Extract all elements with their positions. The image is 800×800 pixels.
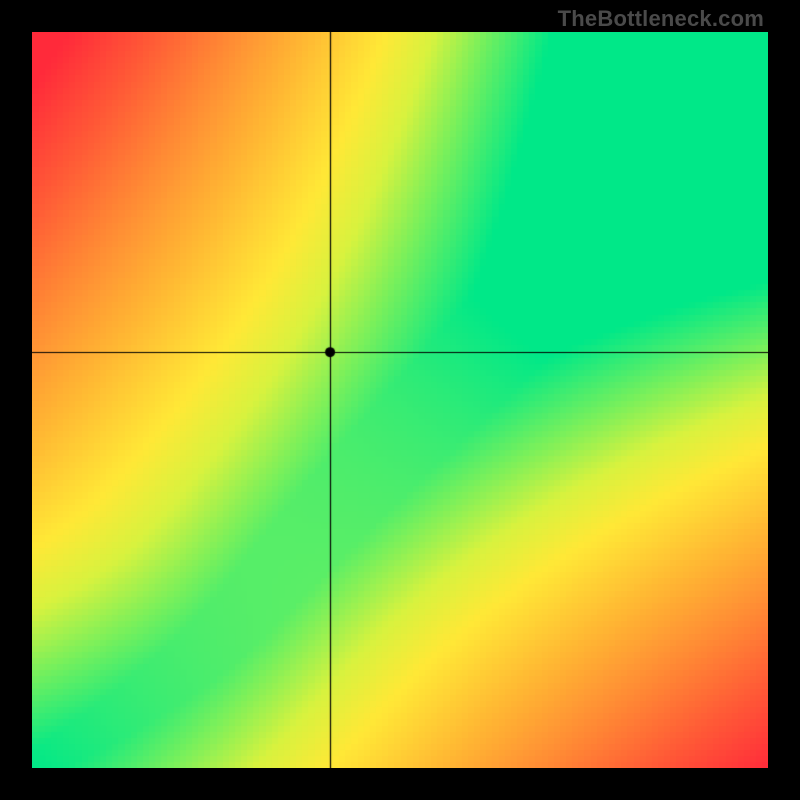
bottleneck-heatmap (32, 32, 768, 768)
chart-frame: TheBottleneck.com (0, 0, 800, 800)
watermark-label: TheBottleneck.com (558, 6, 764, 32)
